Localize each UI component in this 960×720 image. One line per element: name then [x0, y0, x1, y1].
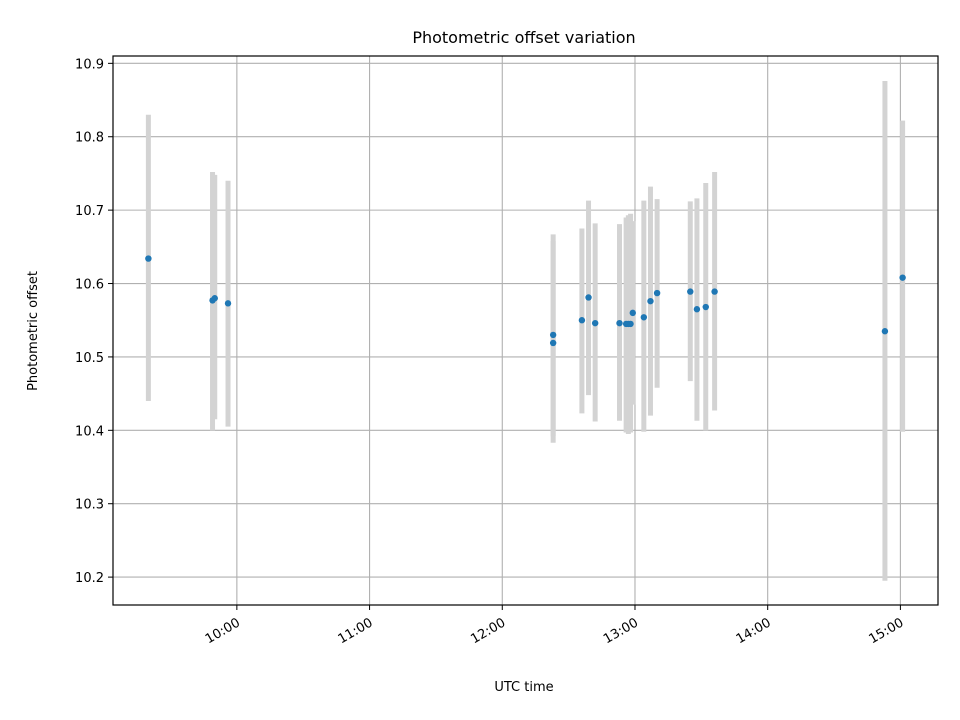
x-axis-label: UTC time	[494, 680, 553, 695]
data-point	[881, 328, 889, 335]
data-point	[211, 295, 218, 302]
y-axis: 10.2 10.3 10.4 10.5 10.6 10.7 10.8 10.9	[75, 57, 113, 586]
chart-title: Photometric offset variation	[412, 28, 635, 47]
data-point	[549, 339, 557, 347]
y-tick-label: 10.8	[75, 131, 104, 146]
data-point	[591, 319, 599, 327]
data-point	[627, 320, 634, 328]
y-axis-label: Photometric offset	[26, 271, 41, 391]
y-tick-label: 10.6	[75, 278, 104, 293]
y-tick-label: 10.3	[75, 498, 104, 513]
y-tick-label: 10.4	[75, 424, 104, 439]
data-point	[640, 314, 648, 321]
data-point	[145, 255, 152, 262]
data-points	[145, 255, 906, 347]
y-tick-label: 10.7	[75, 204, 104, 219]
data-point	[702, 303, 709, 311]
data-point	[653, 289, 661, 297]
data-point	[224, 300, 232, 307]
data-point	[578, 317, 586, 324]
data-point	[629, 309, 636, 317]
plot-frame	[112, 55, 939, 606]
y-tick-label: 10.2	[75, 571, 104, 586]
data-point	[616, 319, 623, 327]
data-point	[899, 274, 906, 281]
data-point	[693, 306, 701, 313]
data-point	[687, 288, 694, 295]
data-point	[647, 297, 654, 305]
data-point	[585, 294, 592, 301]
data-point	[549, 331, 557, 339]
data-point	[711, 288, 718, 295]
y-tick-label: 10.5	[75, 351, 104, 366]
y-tick-label: 10.9	[75, 57, 104, 72]
